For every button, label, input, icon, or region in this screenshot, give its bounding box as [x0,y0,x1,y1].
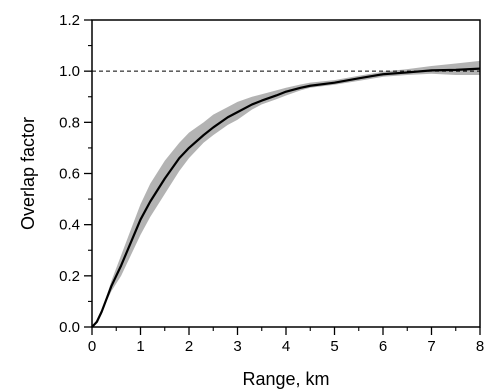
x-tick-label: 8 [476,338,484,355]
plot-frame [91,19,481,328]
y-tick-label: 1.2 [59,12,80,29]
x-tick-label: 4 [282,338,290,355]
y-tick-label: 1.0 [59,63,80,80]
x-tick-label: 5 [330,338,338,355]
x-tick-label: 1 [136,338,144,355]
x-tick-label: 6 [379,338,387,355]
y-tick-label: 0.8 [59,114,80,131]
x-tick-label: 3 [233,338,241,355]
uncertainty-band-layer [92,60,480,328]
series-line-0 [91,67,481,328]
axes-layer: 0 1 2 3 4 5 6 7 8 0.0 0.2 0.4 0.6 0.8 1.0 1.2 [59,12,484,355]
y-tick-label: 0.2 [59,268,80,285]
x-tick-label: 2 [185,338,193,355]
uncertainty-band-0 [92,60,480,328]
x-axis-label: Range, km [242,369,329,389]
x-tick-label: 7 [427,338,435,355]
y-tick-label: 0.0 [59,319,80,336]
series-line-layer [91,67,481,328]
y-tick-label: 0.4 [59,217,80,234]
y-tick-label: 0.6 [59,166,80,183]
y-axis-label: Overlap factor [18,117,38,230]
x-tick-label: 0 [88,338,96,355]
